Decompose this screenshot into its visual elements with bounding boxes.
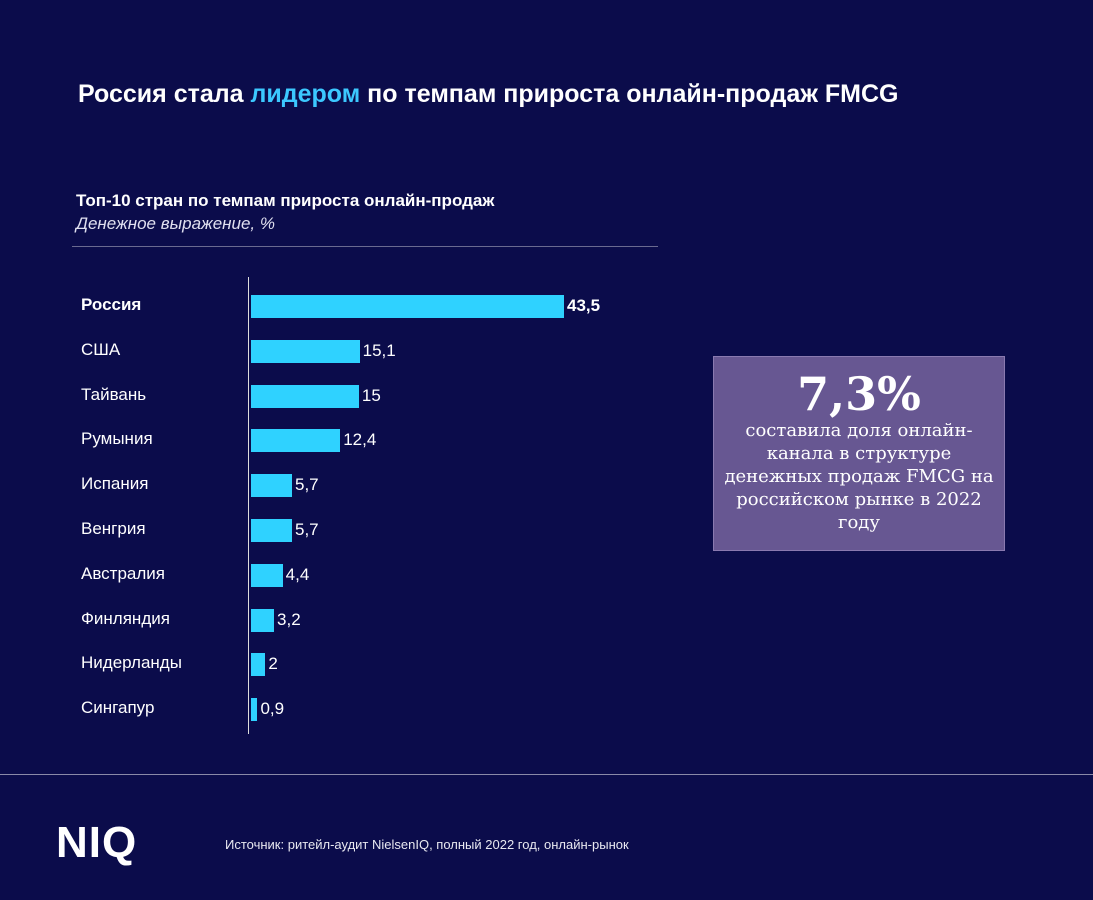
- bar: [251, 339, 360, 363]
- bar: [251, 653, 266, 677]
- bar: [251, 563, 283, 587]
- bar: [251, 608, 275, 632]
- category-label: Нидерланды: [81, 653, 182, 673]
- page-title: Россия стала лидером по темпам прироста …: [78, 80, 899, 109]
- title-accent: лидером: [250, 80, 361, 108]
- title-text: Россия стала: [78, 80, 251, 108]
- data-label: 3,2: [277, 609, 301, 629]
- bar: [251, 384, 359, 408]
- category-label: США: [81, 339, 121, 359]
- data-label: 15,1: [362, 340, 396, 360]
- data-label: 2: [268, 654, 278, 674]
- category-label: Венгрия: [81, 519, 146, 538]
- data-label: 0,9: [260, 699, 285, 719]
- chart-subtitle: Денежное выражение, %: [76, 214, 275, 233]
- bar: [251, 474, 292, 498]
- footer-divider: [0, 774, 1093, 775]
- bar: [251, 429, 341, 453]
- data-label: 43,5: [567, 296, 601, 315]
- callout-box: 7,3% составила доля онлайн-канала в стру…: [713, 356, 1005, 551]
- category-label: Финляндия: [81, 608, 170, 628]
- chart-title: Топ-10 стран по темпам прироста онлайн-п…: [76, 191, 495, 210]
- category-label: Румыния: [81, 429, 153, 449]
- category-label: Тайвань: [81, 384, 147, 404]
- source-note: Источник: ритейл-аудит NielsenIQ, полный…: [225, 837, 629, 852]
- y-axis-line: [248, 277, 249, 734]
- callout-text: составила доля онлайн-канала в структуре…: [724, 420, 994, 533]
- niq-logo: NIQ: [56, 818, 138, 867]
- category-label: Россия: [81, 295, 142, 314]
- title-text-end: по темпам прироста онлайн-продаж FMCG: [360, 80, 899, 108]
- bar: [251, 698, 258, 722]
- divider: [72, 246, 658, 247]
- bar: [251, 295, 564, 318]
- data-label: 4,4: [285, 564, 310, 584]
- data-label: 5,7: [295, 520, 319, 539]
- bar: [251, 519, 292, 542]
- data-label: 15: [361, 385, 381, 405]
- data-label: 12,4: [343, 430, 377, 450]
- callout-value: 7,3%: [797, 367, 921, 421]
- category-label: Сингапур: [81, 698, 155, 718]
- data-label: 5,7: [295, 475, 319, 495]
- category-label: Испания: [81, 474, 149, 494]
- category-label: Австралия: [81, 563, 165, 583]
